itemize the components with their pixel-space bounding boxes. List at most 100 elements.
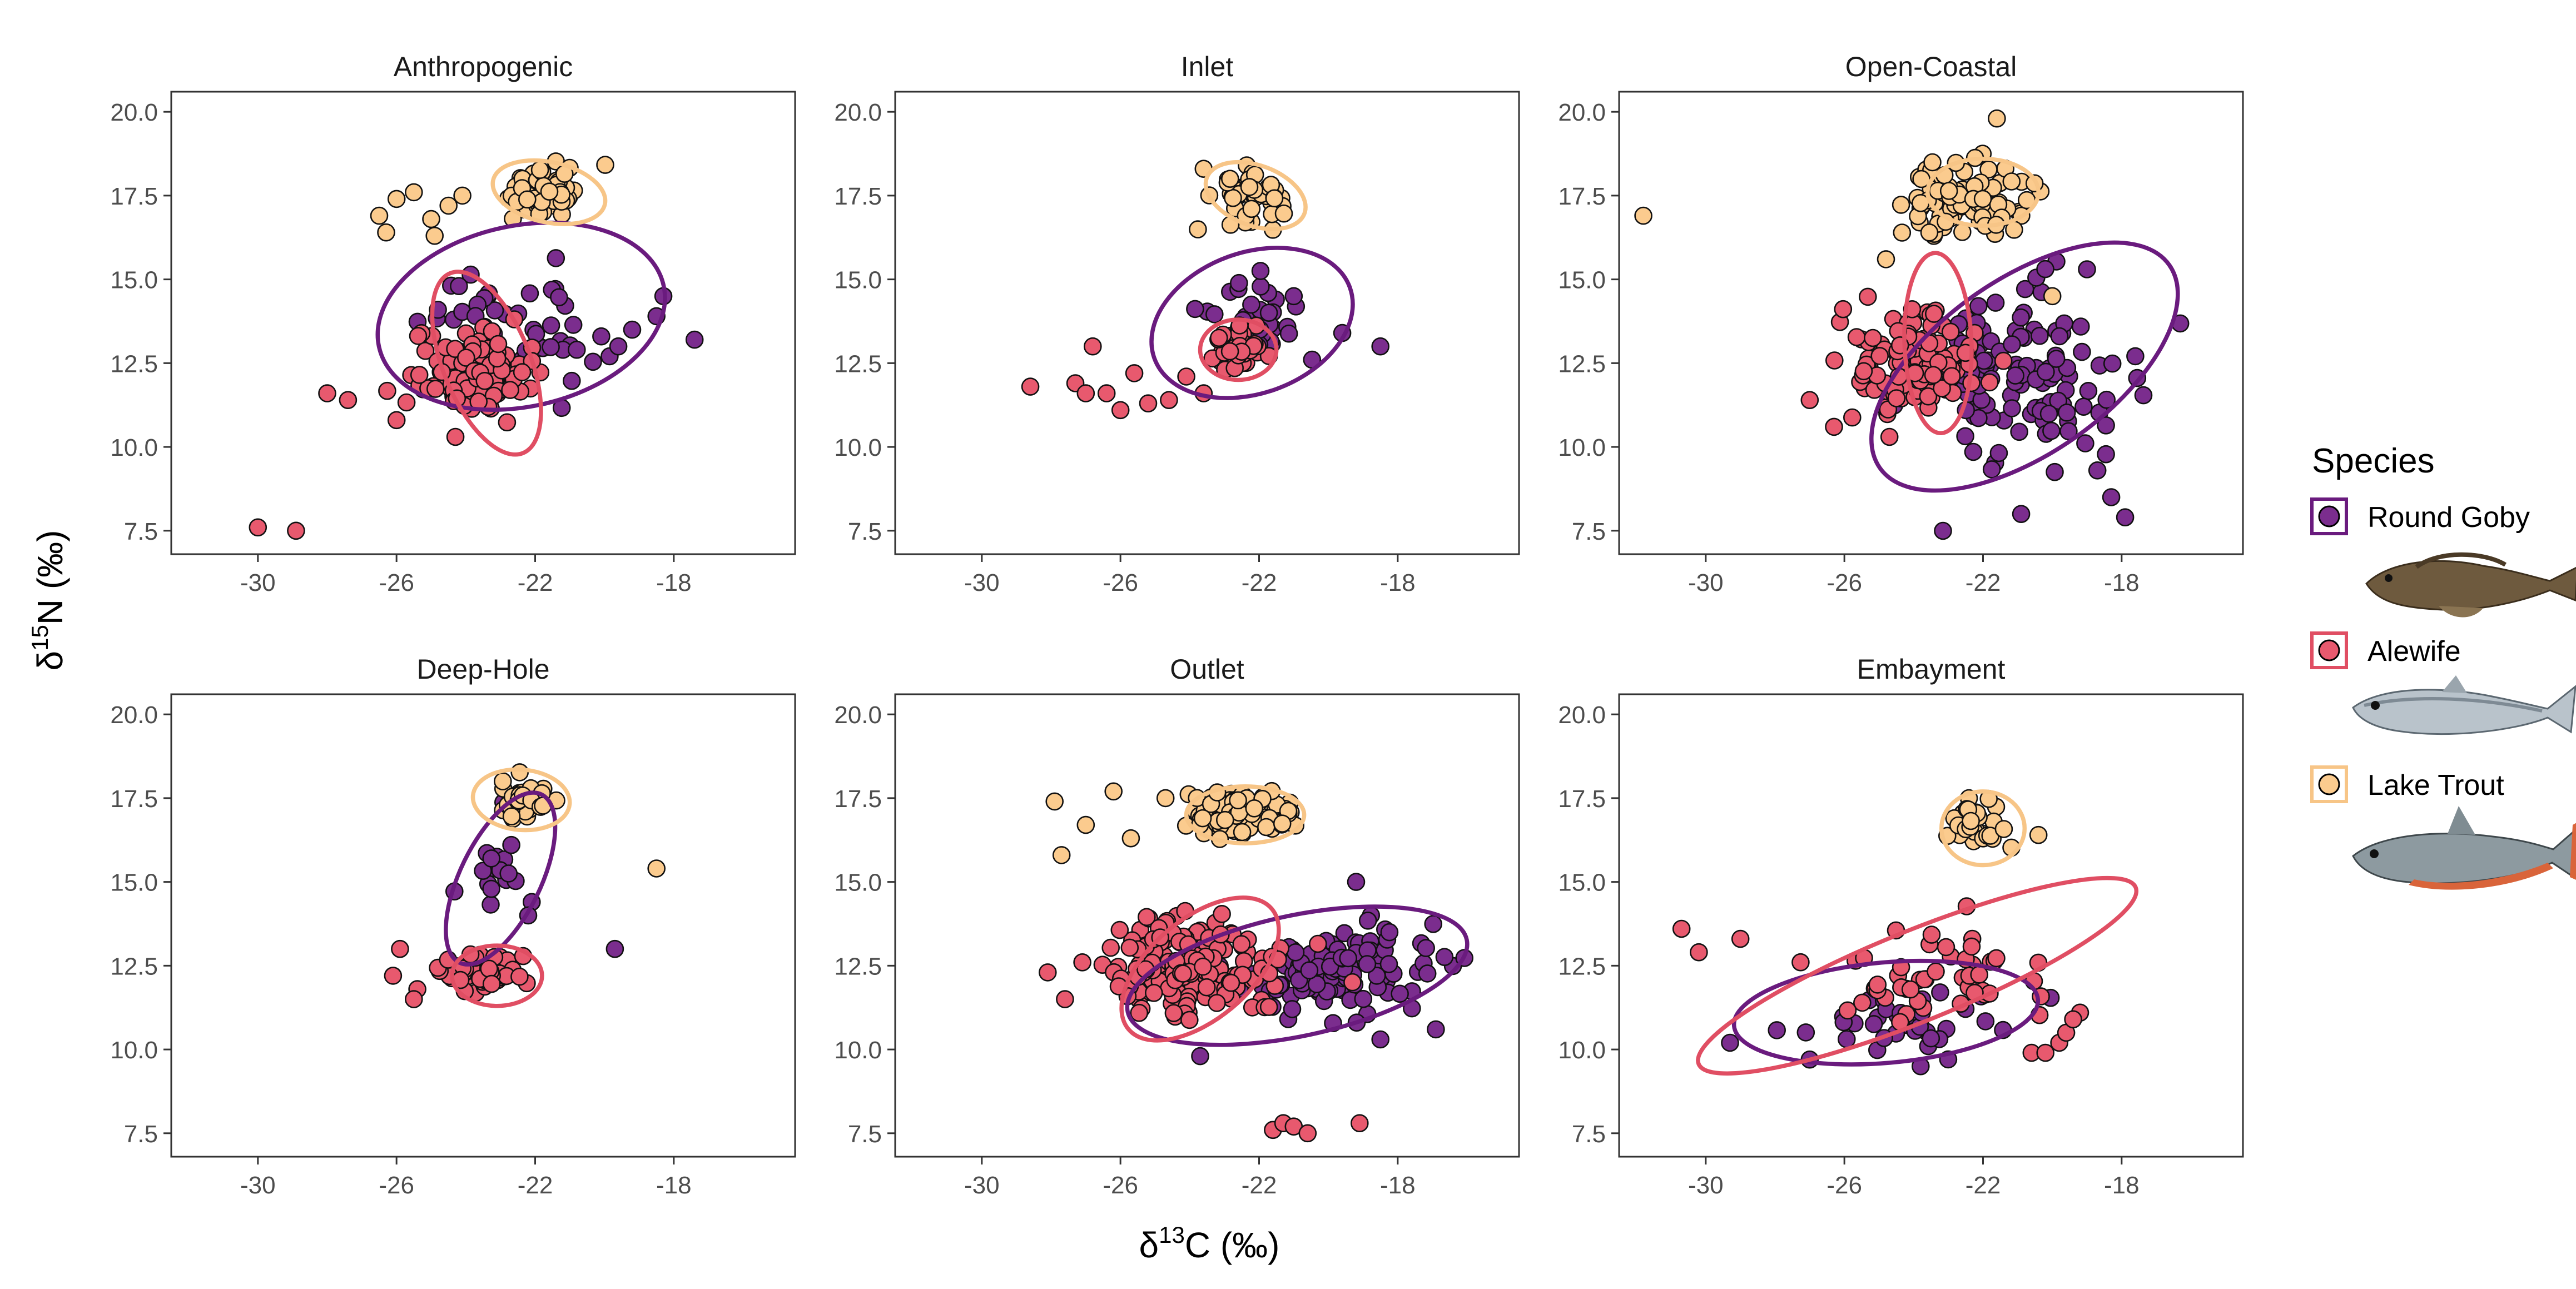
point-lake-trout [518,190,537,209]
panel-border [894,91,1520,555]
point-lake-trout [1274,204,1293,223]
y-tick-label: 10.0 [110,434,158,461]
point-round-goby [1354,989,1373,1008]
point-round-goby [685,330,704,349]
point-alewife [510,967,529,986]
legend-item-alewife: Alewife [2310,631,2576,735]
y-tick-label: 20.0 [110,701,158,729]
ellipse-round-goby [1731,958,2041,1067]
panel-marks [1039,782,1473,1143]
point-alewife [1800,391,1819,410]
panel-open-coastal: Open-Coastal 7.5 10.0 12.5 15.0 17.5 20.0 -30 -2… [1558,51,2244,596]
panel-marks [249,152,704,540]
point-lake-trout [510,763,529,782]
point-alewife [2064,1010,2082,1029]
point-alewife [1259,998,1278,1016]
point-alewife [1925,305,1943,323]
y-tick-label: 7.5 [848,1121,882,1148]
point-lake-trout [1634,206,1652,225]
point-lake-trout [370,206,389,225]
point-round-goby [1974,351,1993,370]
point-alewife [1021,377,1040,396]
point-round-goby [520,284,539,303]
point-lake-trout [1193,809,1212,828]
point-alewife [1210,329,1228,347]
y-tick-label: 15.0 [1558,267,1606,294]
point-alewife [1343,973,1362,992]
y-tick-label: 20.0 [834,701,882,729]
panel-title: Deep-Hole [416,654,549,685]
point-lake-trout [540,182,559,201]
y-tick-label: 17.5 [1558,785,1606,813]
panel-embayment: Embayment 7.5 10.0 12.5 15.0 17.5 20.0 -30 -26 -2… [1558,654,2244,1199]
point-round-goby [609,337,628,356]
legend-item-lake-trout: Lake Trout [2310,765,2576,890]
point-lake-trout [1242,200,1261,218]
x-tick-label: -26 [1826,1172,1862,1199]
point-alewife [397,393,416,412]
y-tick-label: 10.0 [834,1037,882,1064]
point-alewife [391,939,409,958]
y-tick-label: 15.0 [110,869,158,897]
point-alewife [1941,322,1960,341]
point-lake-trout [1224,188,1242,207]
point-alewife [456,349,475,367]
ellipse-lake-trout [470,767,572,833]
point-round-goby [2057,403,2076,422]
point-round-goby [2006,366,2024,385]
point-alewife [1125,364,1144,382]
plot-area [1619,694,2243,1157]
point-alewife [318,384,336,402]
y-tick-label: 10.0 [1558,1037,1606,1064]
point-round-goby [547,249,565,267]
point-round-goby [568,340,586,359]
y-tick-label: 17.5 [834,183,882,210]
point-round-goby [1251,262,1270,280]
point-round-goby [1358,955,1377,973]
point-lake-trout [2002,172,2021,191]
panel-border [1618,91,2244,555]
point-round-goby [1259,303,1278,322]
point-round-goby [2126,347,2145,366]
point-lake-trout [1962,812,1980,830]
point-alewife [1084,337,1102,356]
point-alewife [1847,328,1866,346]
point-round-goby [2074,397,2093,416]
panel-border [170,91,796,555]
point-alewife [1927,962,1945,981]
point-alewife [1174,964,1192,983]
point-round-goby [1186,300,1204,318]
point-alewife [1864,329,1882,347]
point-round-goby [2050,327,2069,346]
point-round-goby [1417,939,1435,957]
point-round-goby [542,338,560,356]
x-tick-label: -18 [2104,1172,2140,1199]
point-round-goby [2046,462,2064,481]
y-tick-label: 20.0 [1558,701,1606,729]
point-alewife [387,411,406,430]
y-tick-label: 15.0 [110,267,158,294]
point-round-goby [2079,381,2098,400]
ellipse-lake-trout [1184,784,1307,845]
panel-marks [1634,109,2190,540]
y-tick-label: 15.0 [1558,869,1606,897]
y-tick-label: 20.0 [834,99,882,126]
legend: Species Round Goby Alewife [2310,442,2576,890]
point-round-goby [1964,442,1983,461]
point-alewife [1937,938,1955,957]
point-round-goby [2116,508,2135,527]
point-alewife [1868,976,1887,994]
point-lake-trout [1893,223,1912,242]
point-alewife [1145,984,1163,1002]
x-tick-label: -30 [240,1172,276,1199]
x-tick-label: -22 [1242,1172,1277,1199]
point-round-goby [1931,983,1949,1002]
x-tick-label: -18 [1380,569,1416,596]
point-alewife [409,327,428,345]
point-alewife [1922,925,1941,944]
point-alewife [1039,963,1057,982]
panels-layer: Anthropogenic 7.5 10.0 12.5 15.0 17.5 20.0 -30 -… [110,51,2244,1199]
point-round-goby [1796,1023,1815,1042]
point-round-goby [2037,362,2055,381]
legend-label-round-goby: Round Goby [2367,501,2530,534]
